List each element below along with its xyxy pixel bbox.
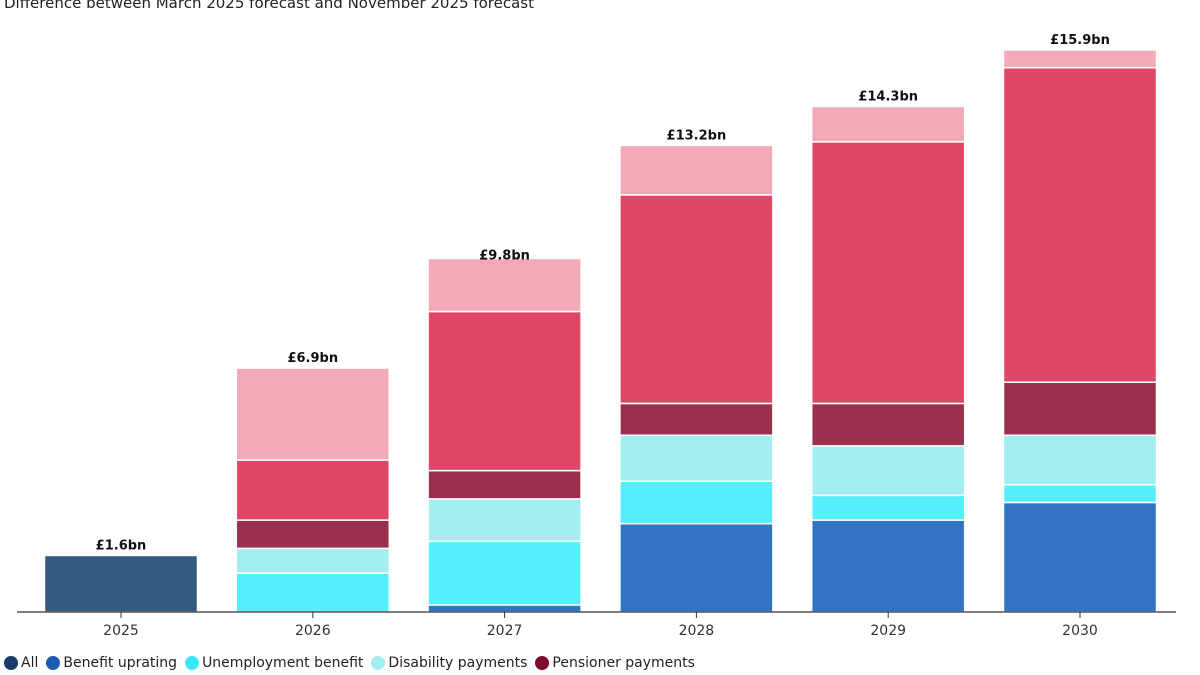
bar-segment-series-6-2026 — [235, 367, 391, 461]
bar-segment-unemployment-benefit-2028 — [619, 480, 774, 525]
total-label: £9.8bn — [479, 249, 530, 264]
x-tick-label: 2025 — [103, 623, 139, 639]
legend-label: Benefit uprating — [63, 655, 178, 671]
bar-segment-pensioner-payments-2030 — [1002, 381, 1158, 437]
legend-label: Disability payments — [388, 655, 528, 671]
total-label: £6.9bn — [287, 351, 338, 366]
bar-segment-unemployment-benefit-2029 — [810, 494, 966, 521]
bar-segment-series-6-2029 — [810, 105, 966, 143]
bar-segment-series-5-2026 — [235, 459, 391, 521]
bar-segment-pensioner-payments-2029 — [810, 402, 966, 447]
bar-segment-benefit-uprating-2028 — [619, 522, 774, 613]
chart-subtitle: Difference between March 2025 forecast a… — [4, 0, 534, 12]
legend-label: Unemployment benefit — [202, 655, 364, 671]
legend-label: Pensioner payments — [552, 655, 695, 671]
total-label: £1.6bn — [96, 538, 147, 553]
bar-segment-unemployment-benefit-2027 — [427, 540, 582, 606]
legend-item[interactable]: Unemployment benefit — [185, 655, 363, 671]
bar-segment-series-5-2027 — [427, 310, 582, 472]
legend-item[interactable]: Pensioner payments — [535, 655, 695, 671]
bar-segment-benefit-uprating-2029 — [810, 519, 966, 613]
total-label: £15.9bn — [1050, 33, 1110, 48]
bar-segment-series-5-2030 — [1002, 66, 1158, 383]
bar-segment-series-6-2028 — [619, 144, 774, 196]
legend-swatch — [371, 656, 386, 670]
legend-swatch — [46, 656, 61, 670]
stacked-bar-chart: £1.6bn 2025 £6.9bn 2026 £9.8bn 2027 £13.2bn 202… — [17, 33, 1176, 639]
bar-segment-benefit-uprating-2030 — [1002, 501, 1158, 613]
legend: All Benefit uprating Unemployment benefit D… — [4, 655, 695, 671]
bar-segment-all-2025 — [43, 554, 199, 613]
total-label: £14.3bn — [858, 89, 918, 104]
bar-segment-pensioner-payments-2026 — [235, 519, 391, 550]
legend-label: All — [21, 655, 39, 671]
legend-item[interactable]: Benefit uprating — [46, 655, 177, 671]
x-tick-label: 2026 — [295, 623, 331, 639]
bar-segment-series-6-2030 — [1002, 49, 1158, 69]
x-tick-label: 2029 — [870, 623, 906, 639]
legend-swatch — [4, 656, 18, 670]
legend-item[interactable]: Disability payments — [371, 655, 527, 671]
bar-segment-disability-payments-2029 — [810, 445, 966, 497]
bar-segment-unemployment-benefit-2030 — [1002, 483, 1158, 504]
bar-segment-pensioner-payments-2027 — [427, 469, 582, 500]
legend-swatch — [535, 656, 550, 670]
total-label: £13.2bn — [667, 128, 727, 143]
bar-segment-disability-payments-2026 — [235, 547, 391, 574]
bar-segment-series-6-2027 — [427, 257, 582, 313]
x-tick-label: 2028 — [679, 623, 715, 639]
bar-segment-disability-payments-2028 — [619, 434, 774, 482]
bar-segment-benefit-uprating-2027 — [427, 604, 582, 613]
bar-segment-disability-payments-2027 — [427, 498, 582, 543]
x-tick-label: 2027 — [487, 623, 523, 639]
legend-swatch — [185, 656, 200, 670]
bar-segment-series-5-2029 — [810, 141, 966, 405]
legend-item[interactable]: All — [4, 655, 38, 671]
bar-segment-disability-payments-2030 — [1002, 434, 1158, 486]
bar-segment-unemployment-benefit-2026 — [235, 572, 391, 613]
bar-segment-pensioner-payments-2028 — [619, 402, 774, 436]
bar-segment-series-5-2028 — [619, 194, 774, 405]
x-tick-label: 2030 — [1062, 623, 1098, 639]
